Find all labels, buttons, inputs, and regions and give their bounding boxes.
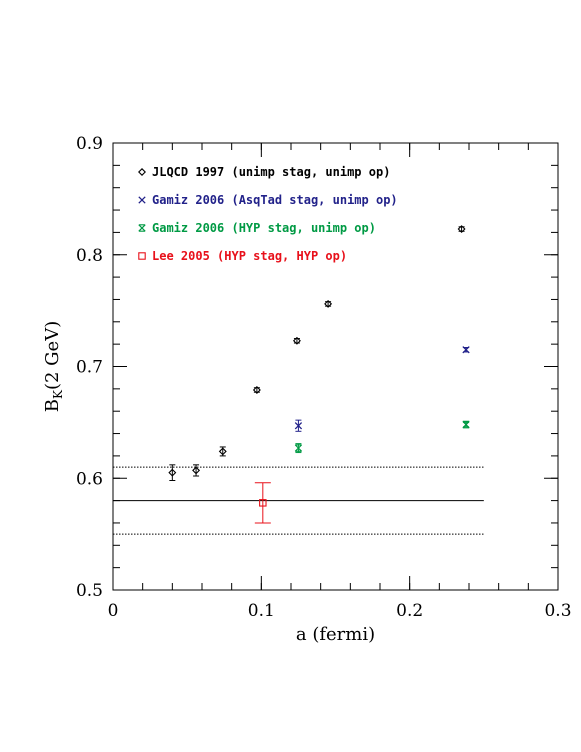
- x-tick-label: 0.1: [248, 601, 275, 621]
- cross-marker: [138, 196, 146, 204]
- y-axis-title-main: B: [42, 399, 63, 412]
- y-tick-label: 0.7: [76, 358, 103, 378]
- crossbar-marker: [138, 224, 146, 232]
- legend-entry: Gamiz 2006 (AsqTad stag, unimp op): [138, 193, 398, 207]
- legend: JLQCD 1997 (unimp stag, unimp op) Gamiz 2…: [138, 165, 398, 263]
- y-tick-label: 0.6: [76, 469, 103, 489]
- axis-ticks: [112, 142, 559, 591]
- x-axis-title: a (fermi): [296, 624, 375, 645]
- legend-entry: Lee 2005 (HYP stag, HYP op): [138, 249, 347, 263]
- y-axis-title: BK(2 GeV): [42, 321, 65, 412]
- diamond-marker: [192, 466, 201, 475]
- reference-lines: [113, 466, 484, 535]
- legend-entry: Gamiz 2006 (HYP stag, unimp op): [138, 221, 376, 235]
- legend-label: Gamiz 2006 (HYP stag, unimp op): [152, 221, 376, 235]
- data-point: [252, 385, 261, 394]
- diamond-marker: [292, 336, 301, 345]
- y-axis-title-sub: K: [51, 389, 65, 399]
- data-point: [462, 346, 470, 354]
- y-tick-label: 0.9: [76, 134, 103, 154]
- diamond-marker: [218, 447, 227, 456]
- crossbar-marker: [462, 420, 470, 429]
- data-point: [294, 419, 303, 432]
- data-point: [254, 482, 271, 524]
- data-points: [168, 225, 470, 524]
- data-point: [218, 446, 227, 457]
- legend-label: Gamiz 2006 (AsqTad stag, unimp op): [152, 193, 398, 207]
- y-axis-title-rest: (2 GeV): [42, 321, 63, 390]
- crossbar-marker: [294, 444, 303, 452]
- diamond-marker: [138, 168, 146, 176]
- data-point: [292, 336, 301, 345]
- data-point: [294, 443, 303, 454]
- square-marker: [259, 499, 267, 507]
- data-point: [168, 464, 177, 481]
- y-tick-label: 0.8: [76, 246, 103, 266]
- diamond-marker: [168, 468, 177, 477]
- cross-marker: [462, 346, 470, 354]
- diamond-marker: [252, 385, 261, 394]
- data-point: [457, 225, 466, 234]
- data-point: [324, 299, 333, 308]
- cross-marker: [294, 422, 303, 430]
- square-marker: [138, 252, 146, 260]
- legend-label: Lee 2005 (HYP stag, HYP op): [152, 249, 347, 263]
- legend-label: JLQCD 1997 (unimp stag, unimp op): [152, 165, 390, 179]
- legend-entry: JLQCD 1997 (unimp stag, unimp op): [138, 165, 390, 179]
- plot-frame: [112, 142, 559, 591]
- x-tick-label: 0.2: [396, 601, 423, 621]
- data-point: [192, 464, 201, 477]
- y-tick-label: 0.5: [76, 581, 103, 601]
- diamond-marker: [324, 299, 333, 308]
- tick-labels: 0 0.1 0.2 0.3 0.5 0.6 0.7 0.8 0.9: [76, 134, 572, 621]
- x-tick-label: 0.3: [544, 601, 571, 621]
- diamond-marker: [457, 225, 466, 234]
- x-tick-label: 0: [108, 601, 119, 621]
- data-point: [462, 420, 470, 429]
